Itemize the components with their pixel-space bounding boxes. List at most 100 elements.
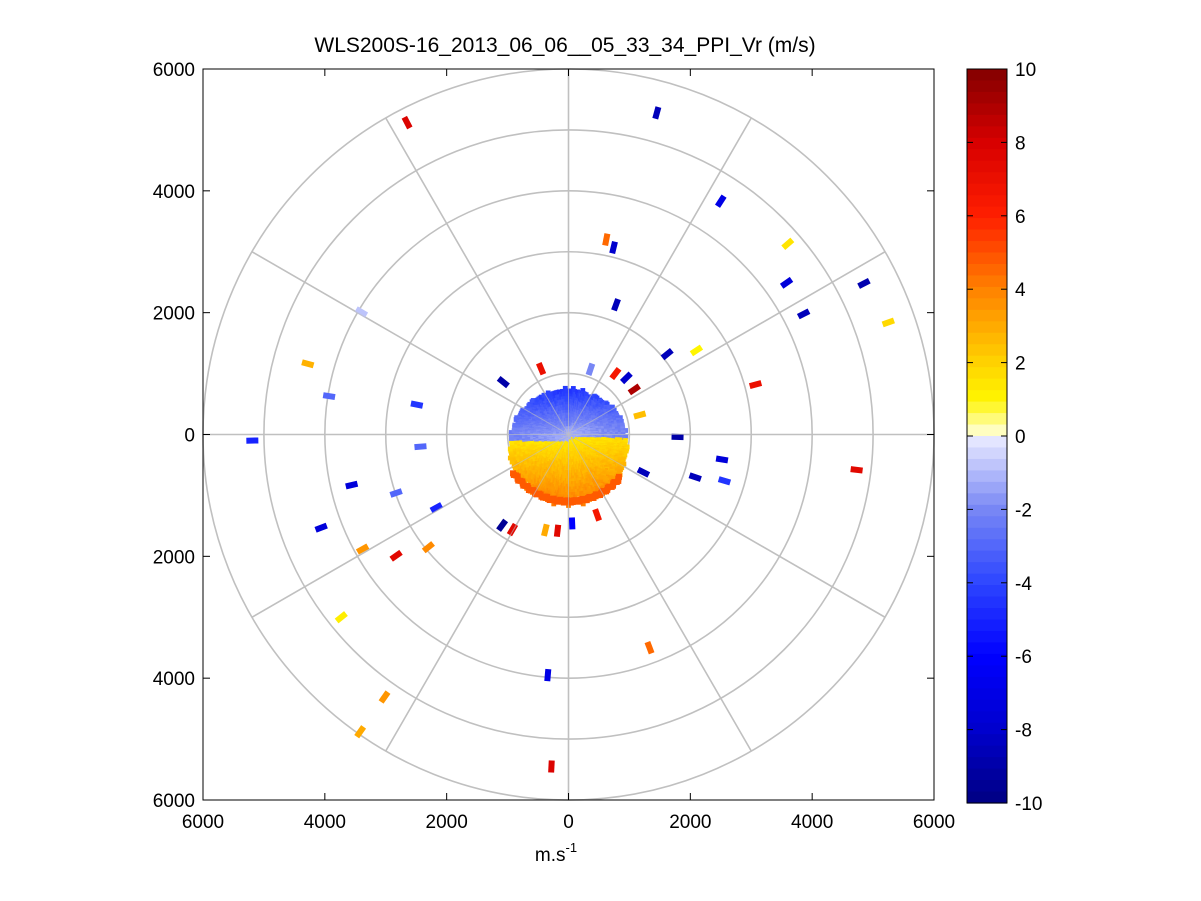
velocity-point: [414, 443, 427, 451]
colorbar-band: [967, 263, 1007, 277]
echo-cell: [593, 488, 599, 494]
echo-cell: [575, 389, 580, 395]
echo-cell: [530, 402, 536, 408]
echo-cell: [568, 396, 574, 402]
echo-cell: [565, 410, 571, 416]
colorbar-band: [967, 390, 1007, 403]
velocity-point: [592, 508, 602, 522]
velocity-point: [850, 466, 863, 474]
echo-cell: [550, 492, 556, 498]
colorbar-band: [967, 562, 1007, 575]
velocity-point: [301, 359, 315, 369]
velocity-point: [553, 524, 562, 538]
velocity-point: [715, 455, 729, 464]
x-tick-label: 4000: [304, 812, 346, 833]
velocity-point: [585, 362, 596, 376]
colorbar-band: [967, 516, 1007, 529]
echo-cell: [508, 436, 514, 441]
velocity-point: [781, 237, 795, 251]
colorbar-band: [967, 653, 1007, 666]
echo-cell: [611, 407, 617, 413]
y-tick-label: 2000: [153, 304, 195, 325]
velocity-point: [717, 476, 732, 486]
echo-cell: [524, 406, 530, 411]
x-tick-label: 4000: [791, 812, 833, 833]
colorbar-band: [967, 298, 1007, 311]
echo-cell: [564, 394, 570, 399]
velocity-point: [389, 488, 403, 498]
echo-cell: [557, 491, 563, 497]
x-tick-label: 2000: [426, 812, 468, 833]
echo-cell: [564, 396, 570, 402]
echo-cell: [565, 407, 571, 413]
echo-cell: [548, 480, 554, 486]
velocity-point: [609, 240, 618, 255]
colorbar-band: [967, 745, 1007, 758]
polar-spoke-overlay: [251, 434, 569, 618]
velocity-point: [779, 276, 794, 289]
colorbar-band: [967, 160, 1007, 173]
colorbar-band: [967, 596, 1007, 609]
echo-cell: [558, 397, 564, 403]
echo-cell: [511, 428, 517, 434]
echo-cell: [563, 467, 569, 473]
echo-cell: [541, 395, 547, 401]
velocity-point: [410, 400, 424, 409]
colorbar-band: [967, 286, 1007, 299]
colorbar-tick-label: -2: [1015, 500, 1032, 521]
polar-grid-overlay: [203, 69, 934, 800]
y-tick-label: 0: [184, 426, 195, 447]
colorbar-band: [967, 470, 1007, 483]
velocity-point: [541, 523, 550, 537]
echo-cell: [560, 388, 565, 394]
echo-cell: [581, 484, 586, 490]
echo-cell: [568, 489, 573, 495]
velocity-point: [660, 347, 674, 361]
velocity-point: [389, 549, 403, 562]
velocity-point: [421, 541, 435, 554]
velocity-point: [496, 376, 510, 389]
polar-spoke-overlay: [568, 434, 752, 752]
echo-cell: [559, 480, 565, 486]
colorbar-band: [967, 734, 1007, 747]
echo-cell: [581, 394, 587, 400]
colorbar-tick-label: -4: [1015, 574, 1032, 595]
velocity-point: [881, 317, 895, 328]
echo-cell: [623, 434, 629, 439]
y-tick-label: 6000: [153, 60, 195, 81]
velocity-point: [246, 437, 259, 444]
polar-spoke-overlay: [568, 117, 752, 435]
echo-cell: [526, 414, 532, 420]
velocity-point: [544, 668, 552, 682]
colorbar-band: [967, 550, 1007, 563]
x-tick-labels: 6000 4000 2000 0 2000 4000 6000: [182, 812, 955, 833]
chart-title: WLS200S-16_2013_06_06__05_33_34_PPI_Vr (…: [314, 34, 815, 57]
velocity-point: [627, 383, 641, 396]
colorbar-band: [967, 401, 1007, 414]
colorbar-band: [967, 436, 1007, 449]
echo-cell: [580, 501, 586, 507]
colorbar-band: [967, 665, 1007, 678]
colorbar-band: [967, 791, 1007, 804]
velocity-point: [354, 725, 367, 739]
velocity-point: [644, 641, 655, 655]
echo-cell: [611, 456, 617, 462]
echo-cell: [572, 466, 578, 472]
echo-cell: [565, 415, 571, 421]
velocity-point: [636, 466, 651, 478]
colorbar-band: [967, 413, 1007, 426]
velocity-point: [796, 308, 811, 320]
colorbar-tick-label: 6: [1015, 207, 1026, 228]
echo-cell: [580, 388, 586, 393]
colorbar-band: [967, 321, 1007, 334]
velocity-point: [378, 690, 391, 704]
velocity-point: [748, 380, 763, 389]
velocity-point: [671, 433, 684, 441]
echo-cell: [621, 461, 627, 467]
polar-spoke-overlay: [385, 117, 569, 435]
colorbar-band: [967, 585, 1007, 598]
colorbar-band: [967, 768, 1007, 781]
colorbar-band: [967, 114, 1007, 127]
x-tick-label: 0: [563, 812, 574, 833]
